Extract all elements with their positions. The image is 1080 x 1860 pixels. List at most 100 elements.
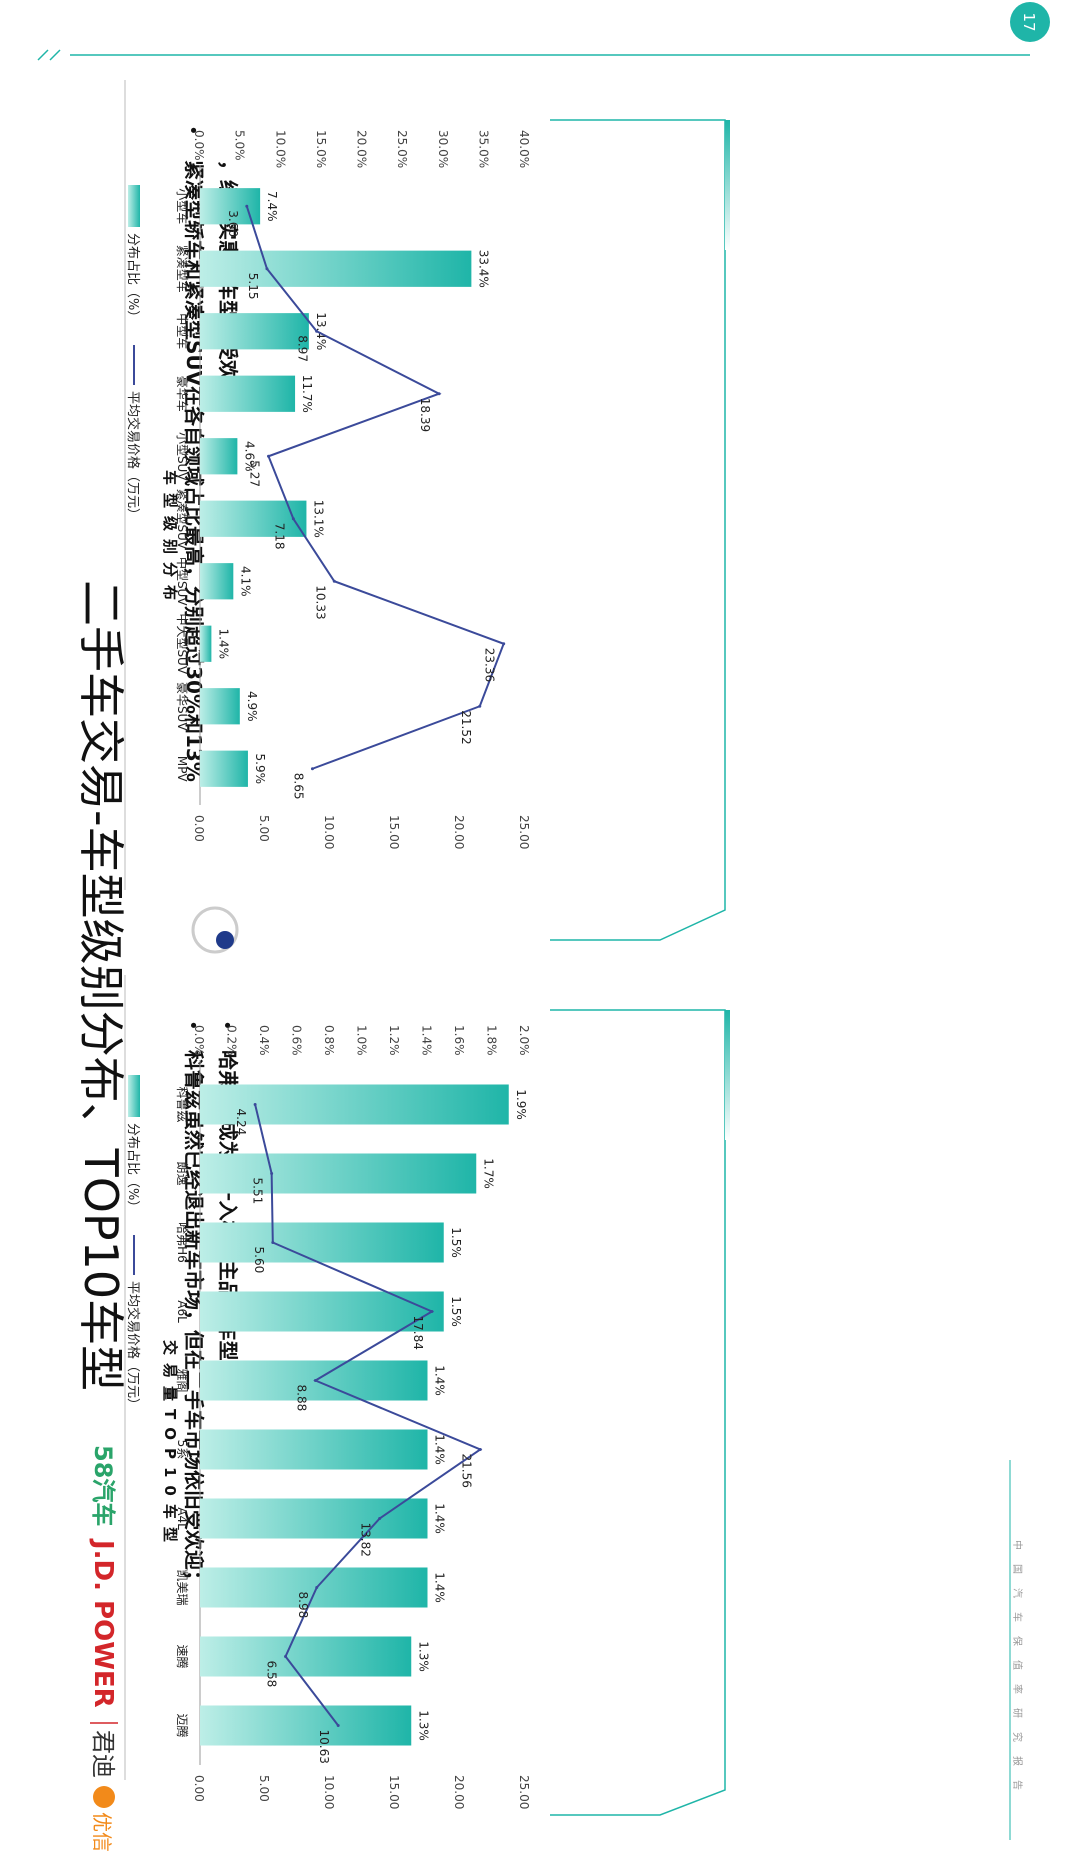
bar — [200, 750, 248, 787]
right-axis-tick-label: 15.00 — [387, 1775, 401, 1809]
bar-data-label: 1.9% — [514, 1089, 528, 1120]
line-point — [271, 1241, 275, 1244]
left-axis-tick-label: 0.6% — [290, 1025, 304, 1056]
line-point — [430, 1310, 434, 1313]
line-data-label: 6.58 — [265, 1661, 279, 1688]
line-series — [245, 205, 505, 770]
bar-data-label: 7.4% — [265, 191, 279, 222]
bar — [200, 1429, 428, 1470]
right-axis-tick-label: 15.00 — [387, 815, 401, 849]
center-dot-icon — [216, 931, 234, 949]
line-point — [313, 1379, 317, 1382]
category-label: 豪华车 — [175, 376, 190, 412]
category-label: 5系 — [175, 1440, 189, 1460]
category-label: 紧凑型SUV — [175, 488, 189, 549]
category-label: 哈弗H6 — [175, 1222, 189, 1263]
left-axis-tick-label: 1.4% — [420, 1025, 434, 1056]
chart-top10-models: 交易量TOP10车型 0.0% 0.2% 0.4% 0.6% 0.8% 1.0% 1.2% 1.… — [125, 1025, 531, 1809]
left-axis-tick-label: 15.0% — [314, 130, 328, 168]
line-data-label: 8.88 — [294, 1385, 308, 1412]
chart-vehicle-class: 车型级别分布 0.0% 5.0% 10.0% 15.0% 20.0% 25.0% 30.0% 3… — [125, 130, 531, 849]
bar-data-label: 13.1% — [311, 500, 325, 538]
line-point — [336, 1724, 340, 1727]
bar-data-label: 1.4% — [433, 1572, 447, 1603]
logo-jdpower: J.D. POWER — [88, 1538, 118, 1708]
bar-data-label: 1.4% — [433, 1365, 447, 1396]
bar-data-label: 1.4% — [433, 1503, 447, 1534]
bar-data-label: 4.9% — [245, 691, 259, 722]
left-panel-accent — [725, 120, 730, 250]
right-axis-tick-label: 20.00 — [452, 815, 466, 849]
bar — [200, 1498, 428, 1539]
category-label: 小型车 — [175, 188, 190, 224]
line-point — [270, 1172, 274, 1175]
bar-data-label: 33.4% — [476, 250, 490, 288]
category-label: 小型SUV — [175, 432, 189, 481]
right-axis-tick-label: 5.00 — [257, 1775, 271, 1802]
bar — [200, 625, 212, 662]
right-axis-tick-label: 10.00 — [322, 1775, 336, 1809]
line-data-label: 17.84 — [411, 1316, 425, 1350]
left-axis-tick-label: 0.2% — [225, 1025, 239, 1056]
line-point — [502, 642, 506, 646]
chart-title: 交易量TOP10车型 — [161, 1340, 179, 1550]
legend-bar-label: 分布占比（%） — [125, 233, 140, 323]
right-axis-tick-label: 5.00 — [257, 815, 271, 842]
footer-text: 中国汽车保值率研究报告 — [1011, 1540, 1024, 1804]
line-data-label: 8.98 — [296, 1592, 310, 1619]
line-data-label: 21.56 — [459, 1454, 473, 1488]
bar — [200, 375, 296, 412]
left-axis-tick-label: 5.0% — [233, 130, 247, 161]
line-point — [378, 1517, 382, 1520]
line-point — [245, 204, 249, 208]
left-axis-tick-label: 35.0% — [476, 130, 490, 168]
left-axis-tick-label: 2.0% — [517, 1025, 531, 1056]
left-axis-tick-label: 0.0% — [192, 1025, 206, 1056]
category-label: 中型车 — [175, 313, 190, 349]
line-data-label: 18.39 — [418, 398, 432, 432]
category-label: A4L — [175, 1507, 189, 1530]
left-axis-tick-label: 1.8% — [485, 1025, 499, 1056]
logo-jundi: 君迪 — [89, 1730, 117, 1778]
legend-line-label: 平均交易价格（万元） — [125, 391, 141, 521]
bar — [200, 438, 238, 475]
category-label: 豪华SUV — [175, 682, 190, 731]
line-point — [291, 517, 295, 521]
left-axis-tick-label: 0.0% — [192, 130, 206, 161]
line-data-label: 10.63 — [317, 1730, 331, 1764]
page-title: 二手车交易-车型级别分布、TOP10车型 — [74, 580, 128, 1391]
line-data-label: 8.65 — [291, 773, 305, 800]
bar — [200, 500, 307, 537]
line-data-label: 10.33 — [313, 585, 327, 619]
left-axis-tick-label: 25.0% — [395, 130, 409, 168]
line-data-label: 21.52 — [459, 710, 473, 744]
line-point — [478, 704, 482, 708]
left-axis-tick-label: 30.0% — [436, 130, 450, 168]
category-label: MPV — [175, 756, 189, 783]
chart-title: 车型级别分布 — [161, 470, 179, 608]
line-data-label: 13.82 — [359, 1523, 373, 1557]
bar — [200, 1291, 444, 1332]
left-axis-tick-label: 40.0% — [517, 130, 531, 168]
line-data-label: 3.60 — [226, 210, 240, 237]
right-axis-tick-label: 0.00 — [192, 1775, 206, 1802]
bar — [200, 1222, 444, 1263]
right-bullet-2: • — [216, 1020, 237, 1031]
category-label: 紧凑型车 — [175, 245, 190, 293]
category-label: A6L — [175, 1300, 189, 1323]
line-point — [310, 767, 314, 771]
legend-bar-label: 分布占比（%） — [125, 1123, 140, 1213]
bar — [200, 563, 234, 600]
bar — [200, 1084, 509, 1125]
line-data-label: 5.27 — [248, 460, 262, 487]
left-axis-tick-label: 0.4% — [257, 1025, 271, 1056]
line-data-label: 8.97 — [296, 335, 310, 362]
line-point — [265, 267, 269, 271]
brand-logos: 58汽车 J.D. POWER 君迪 优信 — [88, 1445, 118, 1852]
center-ring-icon — [191, 906, 239, 954]
bar-data-label: 5.9% — [253, 754, 267, 785]
line-data-label: 5.60 — [252, 1247, 266, 1274]
bar-data-label: 1.4% — [216, 629, 230, 660]
bar-data-label: 13.4% — [314, 312, 328, 350]
